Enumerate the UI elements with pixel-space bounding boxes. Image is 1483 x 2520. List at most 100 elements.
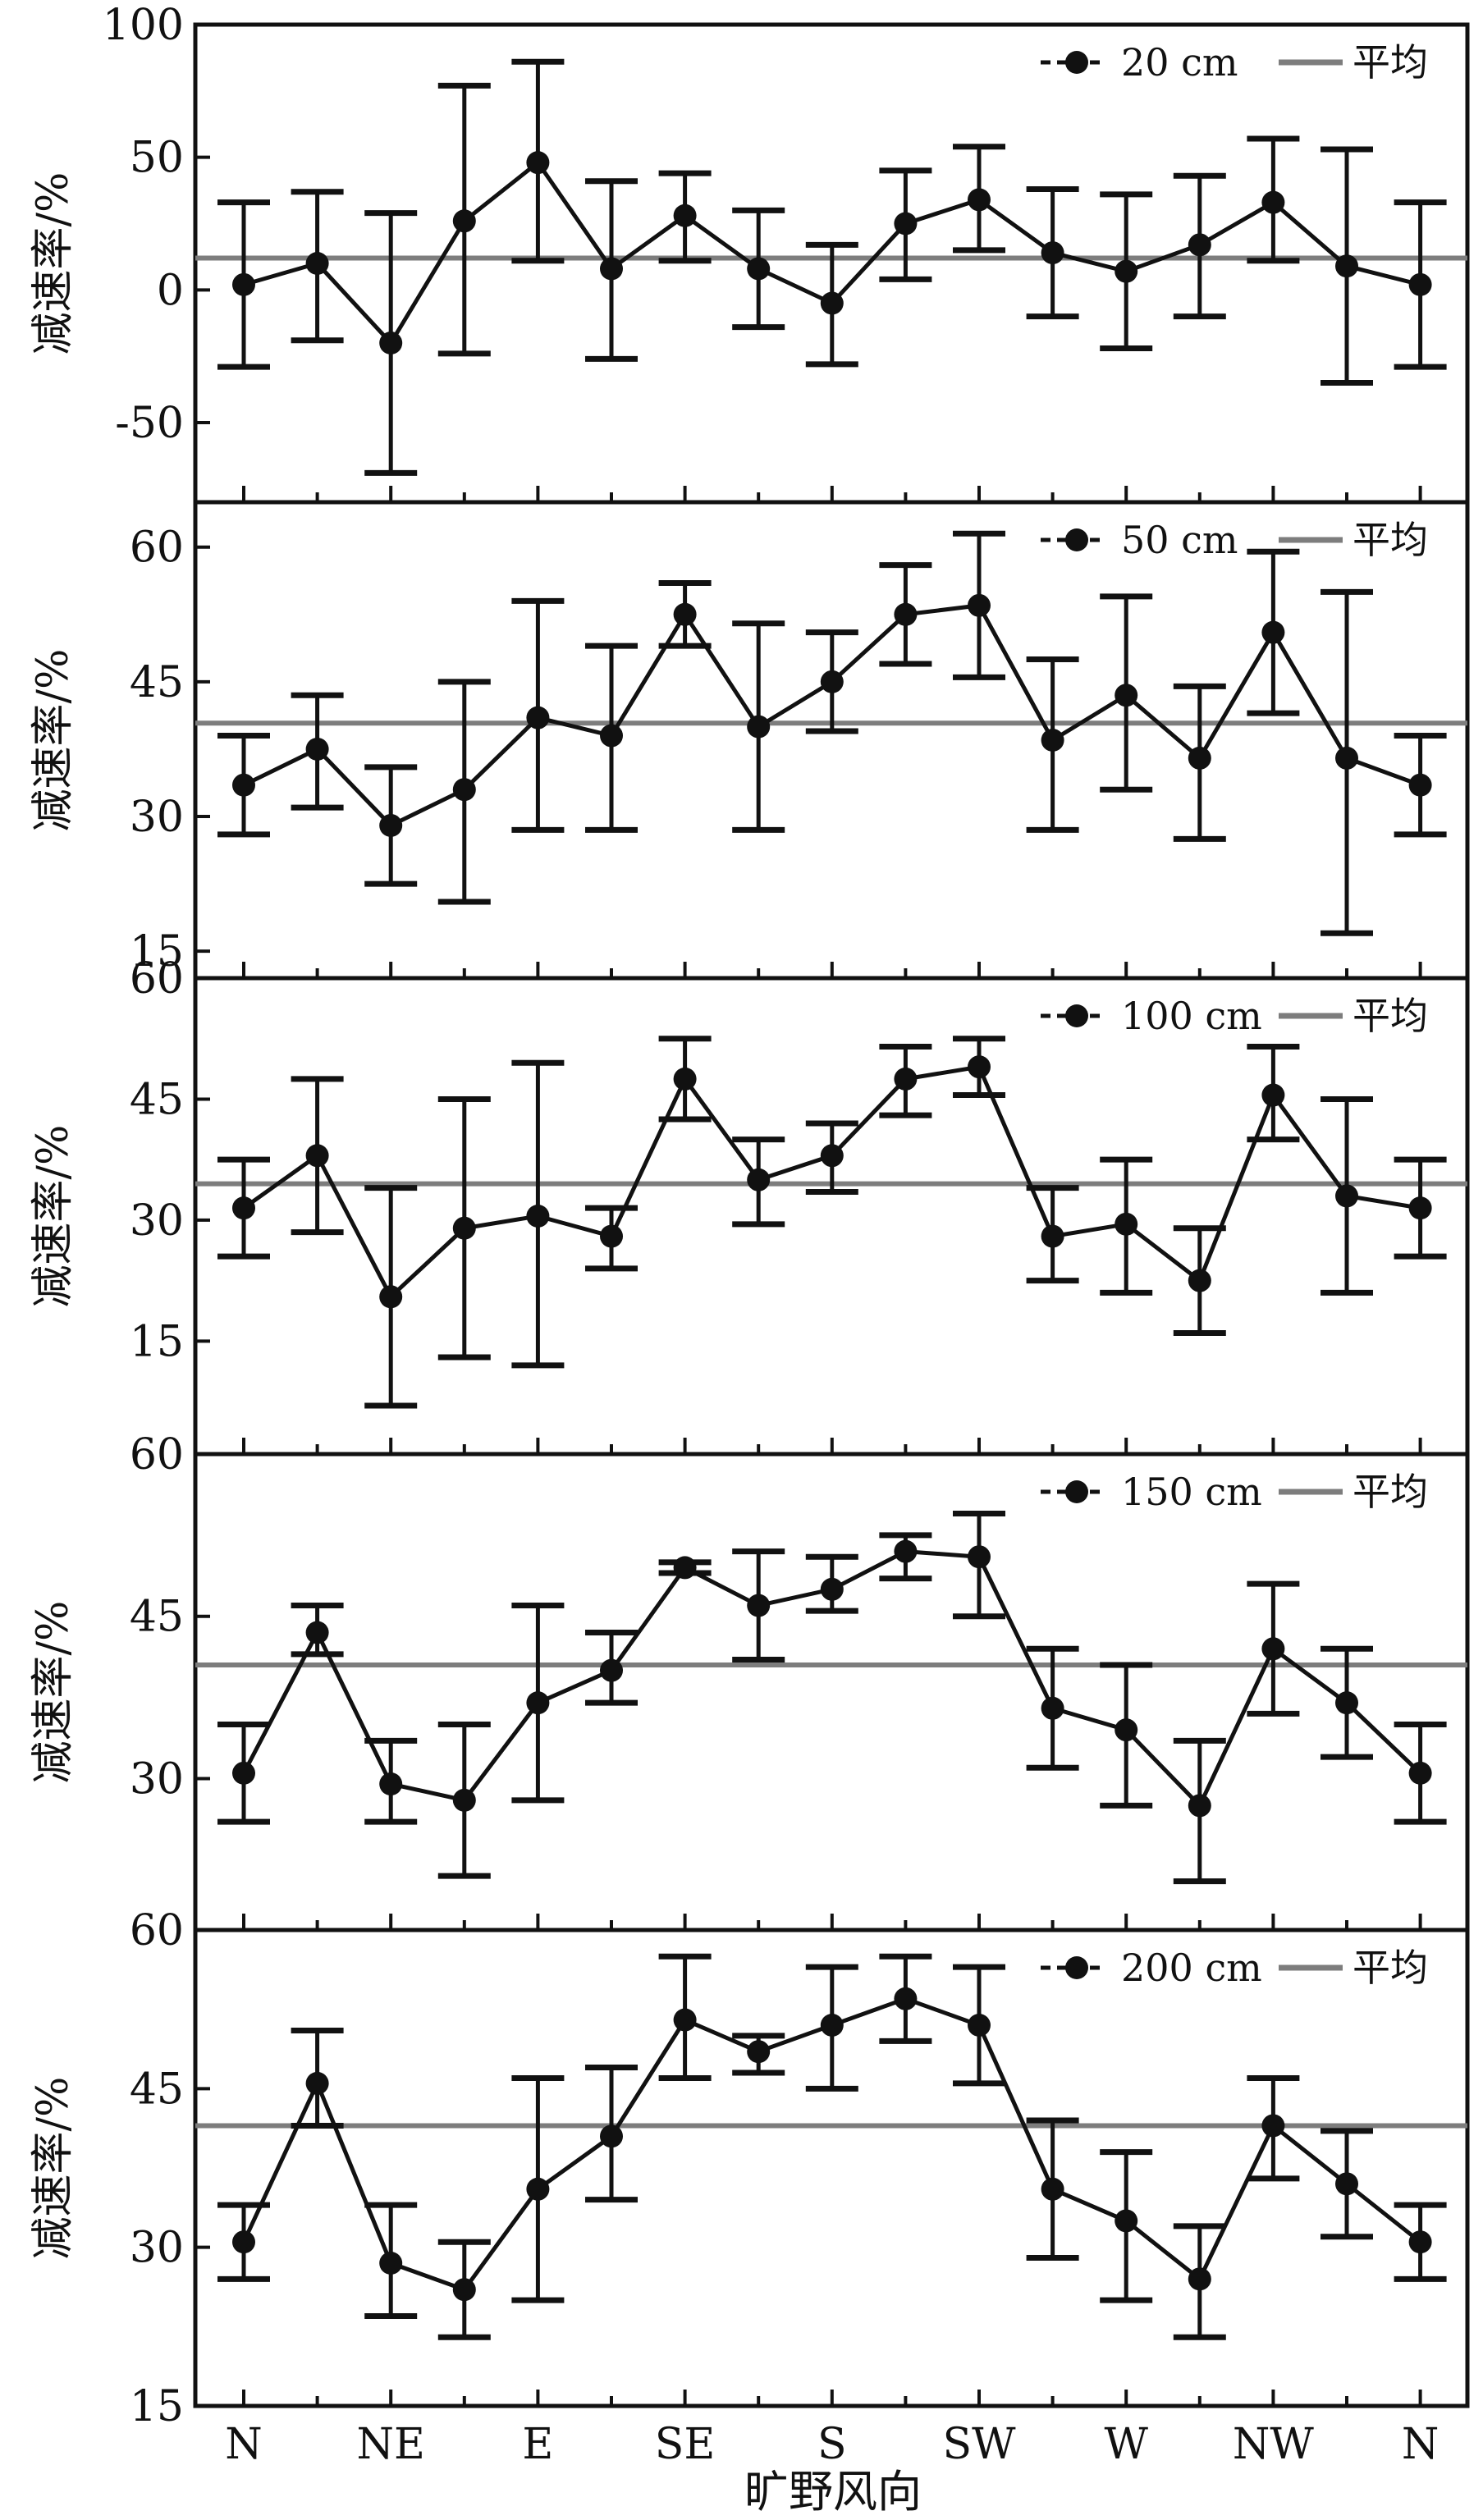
y-tick-label: 60	[130, 524, 184, 573]
data-point	[747, 257, 771, 281]
data-point	[1408, 1196, 1432, 1220]
data-point	[1335, 746, 1358, 770]
legend-mean-label: 平均	[1353, 518, 1428, 562]
data-point	[232, 2230, 255, 2254]
data-point	[452, 778, 476, 802]
data-point	[452, 1216, 476, 1240]
data-point	[526, 151, 550, 175]
data-point	[600, 724, 623, 748]
data-point	[1408, 2230, 1432, 2254]
data-point	[1335, 254, 1358, 278]
y-tick-label: 60	[130, 1906, 184, 1955]
data-point	[600, 257, 623, 281]
x-tick-label: N	[225, 2420, 263, 2469]
legend-series-marker	[1065, 1956, 1088, 1979]
data-point	[379, 813, 403, 837]
data-point	[1115, 259, 1138, 283]
data-point	[232, 1761, 255, 1785]
y-tick-label: 45	[130, 658, 184, 707]
legend: 200 cm 平均	[1041, 1946, 1428, 1990]
data-point	[1041, 241, 1064, 265]
data-point	[747, 1594, 771, 1617]
legend-series-label: 100 cm	[1121, 994, 1262, 1038]
data-point	[1261, 1637, 1285, 1661]
x-tick-label: NE	[356, 2420, 424, 2469]
data-point	[1188, 2267, 1211, 2291]
data-point	[673, 1556, 697, 1580]
data-point	[452, 1788, 476, 1812]
y-tick-label: 15	[130, 2382, 184, 2431]
legend: 100 cm 平均	[1041, 994, 1428, 1038]
data-point	[526, 1205, 550, 1228]
data-point	[305, 1621, 329, 1644]
data-point	[1115, 1212, 1138, 1236]
legend-mean-label: 平均	[1353, 1470, 1428, 1514]
legend: 150 cm 平均	[1041, 1470, 1428, 1514]
legend-series-label: 50 cm	[1121, 518, 1238, 562]
data-point	[1335, 1691, 1358, 1715]
x-tick-label: S	[817, 2420, 847, 2469]
data-point	[747, 2040, 771, 2064]
legend-series-label: 200 cm	[1121, 1946, 1262, 1990]
y-tick-label: 100	[103, 1, 184, 50]
data-point	[820, 1144, 844, 1168]
legend-series-marker	[1065, 51, 1088, 74]
y-tick-label: 45	[130, 2065, 184, 2114]
data-point	[379, 2252, 403, 2275]
data-point	[600, 1224, 623, 1248]
panel-3: 15 30 45 60 减速率/% 100 cm 平均	[29, 954, 1470, 1457]
panels-layer: -50 0 50 100 减速率/% 20 cm 平均 15 30 45 60 减速率/% 50 cm 平…	[29, 1, 1470, 2431]
y-tick-label: 60	[130, 954, 184, 1004]
data-point	[968, 593, 991, 617]
y-tick-label: 60	[130, 1430, 184, 1480]
y-tick-label: 30	[130, 2224, 184, 2273]
y-tick-label: 30	[130, 793, 184, 842]
data-point	[673, 2008, 697, 2032]
x-tick-label: N	[1402, 2420, 1440, 2469]
x-tick-label: NW	[1233, 2420, 1315, 2469]
data-point	[1261, 1083, 1285, 1107]
y-tick-label: 45	[130, 1593, 184, 1642]
data-point	[1188, 1269, 1211, 1292]
data-point	[379, 1772, 403, 1796]
y-tick-label: -50	[115, 399, 184, 448]
data-point	[232, 1196, 255, 1220]
data-point	[820, 291, 844, 315]
data-point	[894, 1987, 918, 2010]
data-point	[968, 1055, 991, 1079]
data-point	[894, 602, 918, 626]
data-point	[673, 602, 697, 626]
data-point	[526, 2177, 550, 2201]
panel-5: 15 30 45 60 减速率/% 200 cm 平均	[29, 1906, 1470, 2431]
data-point	[1041, 1696, 1064, 1720]
y-axis-label: 减速率/%	[29, 1125, 78, 1308]
data-point	[1408, 773, 1432, 797]
y-tick-label: 15	[130, 927, 184, 976]
data-point	[894, 1539, 918, 1563]
y-tick-label: 30	[130, 1196, 184, 1246]
data-point	[1115, 1718, 1138, 1742]
data-point	[232, 272, 255, 296]
legend-series-label: 150 cm	[1121, 1470, 1262, 1514]
legend-mean-label: 平均	[1353, 40, 1428, 85]
data-point	[820, 670, 844, 693]
legend-series-marker	[1065, 528, 1088, 551]
y-tick-label: 0	[157, 266, 184, 315]
data-point	[747, 1168, 771, 1191]
data-point	[1115, 684, 1138, 707]
data-point	[747, 715, 771, 739]
x-tick-label: W	[1104, 2420, 1148, 2469]
data-point	[673, 204, 697, 227]
legend-series-label: 20 cm	[1121, 40, 1238, 85]
data-point	[232, 773, 255, 797]
data-point	[968, 188, 991, 212]
data-point	[894, 1067, 918, 1091]
data-point	[1261, 2114, 1285, 2138]
x-axis: N NE E SE S SW W NW N	[225, 2420, 1439, 2469]
panel-1: -50 0 50 100 减速率/% 20 cm 平均	[29, 1, 1470, 505]
panel-4: 30 45 60 减速率/% 150 cm 平均	[29, 1430, 1470, 1932]
data-point	[1188, 746, 1211, 770]
data-point	[305, 2071, 329, 2095]
legend: 20 cm 平均	[1041, 40, 1428, 85]
